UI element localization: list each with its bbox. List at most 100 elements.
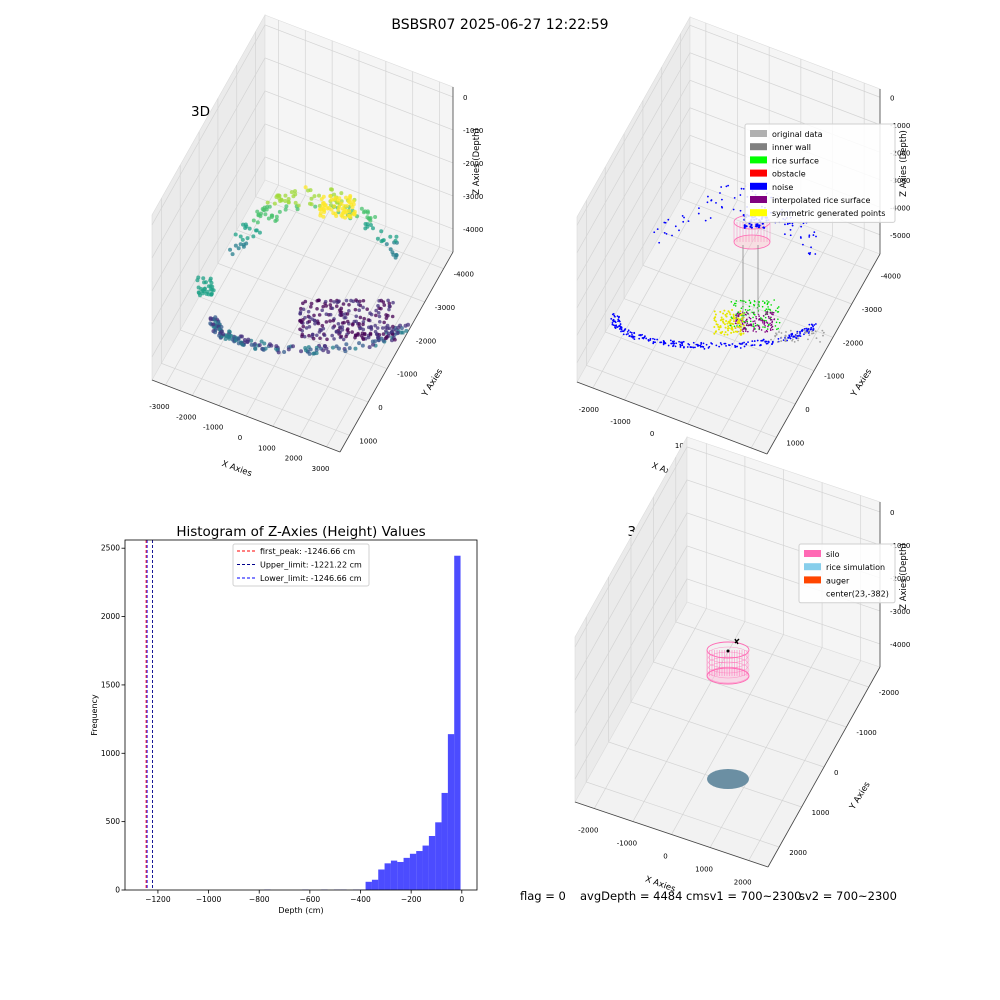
y-tick-label: 1000 xyxy=(101,749,120,758)
data-point xyxy=(707,195,709,198)
data-point xyxy=(807,252,810,255)
data-point xyxy=(741,314,743,317)
data-point xyxy=(669,339,672,342)
data-point xyxy=(324,312,329,317)
data-point xyxy=(213,315,218,320)
data-point xyxy=(808,236,811,238)
data-point xyxy=(277,209,282,214)
data-point xyxy=(368,222,373,227)
data-point xyxy=(766,313,769,315)
data-point xyxy=(649,337,652,340)
data-point xyxy=(370,226,375,231)
y-tick-label: 0 xyxy=(378,404,382,412)
data-point xyxy=(257,230,262,235)
data-point xyxy=(763,322,766,324)
data-point xyxy=(750,324,753,327)
data-point xyxy=(286,200,291,205)
data-point xyxy=(791,338,794,341)
data-point xyxy=(784,339,786,342)
data-point xyxy=(361,298,366,303)
data-point xyxy=(796,330,799,333)
data-point xyxy=(748,316,751,319)
data-point xyxy=(302,334,307,339)
data-point xyxy=(353,307,358,312)
data-point xyxy=(361,322,365,327)
data-point xyxy=(321,304,325,309)
data-point xyxy=(788,335,791,338)
data-point xyxy=(735,319,738,322)
x-tick-label: -2000 xyxy=(578,827,598,835)
legend-swatch xyxy=(750,156,767,164)
data-point xyxy=(318,207,323,212)
data-point xyxy=(721,198,723,201)
data-point xyxy=(361,210,366,215)
data-point xyxy=(213,330,218,335)
data-point xyxy=(340,321,345,325)
data-point xyxy=(348,215,353,220)
data-point xyxy=(743,327,746,329)
data-point xyxy=(775,332,777,335)
data-point xyxy=(340,214,345,219)
data-point xyxy=(706,201,709,204)
data-point xyxy=(759,344,761,347)
data-point xyxy=(727,325,730,328)
data-point xyxy=(758,315,760,317)
data-point xyxy=(385,323,390,328)
legend-label: Lower_limit: -1246.66 cm xyxy=(260,574,362,583)
data-point xyxy=(257,343,262,348)
z-tick-label: 0 xyxy=(463,94,467,102)
rice-simulation-disk xyxy=(707,769,749,789)
data-point xyxy=(807,338,809,341)
legend-swatch xyxy=(804,550,821,557)
data-point xyxy=(729,318,732,321)
data-point xyxy=(767,308,770,310)
data-point xyxy=(338,310,343,314)
data-point xyxy=(757,325,760,327)
data-point xyxy=(757,226,761,229)
data-point xyxy=(339,334,344,339)
histogram-bar xyxy=(441,792,448,890)
data-point xyxy=(375,236,380,241)
data-point xyxy=(694,346,696,349)
histogram-bar xyxy=(422,845,429,890)
data-point xyxy=(730,316,733,318)
data-point xyxy=(307,315,312,320)
data-point xyxy=(376,336,381,340)
data-point xyxy=(725,315,728,318)
y-tick-label: 2500 xyxy=(101,544,120,553)
data-point xyxy=(307,201,312,206)
data-point xyxy=(741,322,744,325)
data-point xyxy=(735,300,738,302)
data-point xyxy=(614,324,617,327)
data-point xyxy=(649,339,652,341)
data-point xyxy=(351,199,356,204)
data-point xyxy=(770,316,772,319)
y-tick-label: 2000 xyxy=(789,849,807,857)
data-point xyxy=(734,322,737,325)
y-axis-line xyxy=(766,253,881,455)
data-point xyxy=(630,335,633,338)
data-point xyxy=(799,236,802,238)
data-point xyxy=(741,300,743,302)
data-point xyxy=(373,329,378,334)
data-point xyxy=(389,329,394,334)
status-sv2: sv2 = 700~2300 xyxy=(799,889,897,903)
silo-bottom xyxy=(706,667,750,685)
data-point xyxy=(745,311,748,313)
data-point xyxy=(753,304,756,307)
data-point xyxy=(245,236,250,241)
data-point xyxy=(358,299,362,304)
data-point xyxy=(211,322,216,327)
data-point xyxy=(764,340,767,343)
data-point xyxy=(682,220,685,223)
z-tick-label: -3000 xyxy=(463,193,483,201)
data-point xyxy=(357,341,362,346)
data-point xyxy=(390,314,395,319)
data-point xyxy=(387,307,391,312)
data-point xyxy=(745,225,748,228)
data-point xyxy=(360,343,365,348)
data-point xyxy=(736,317,739,320)
data-point xyxy=(403,323,408,328)
legend-swatch xyxy=(750,182,767,190)
data-point xyxy=(723,333,726,336)
